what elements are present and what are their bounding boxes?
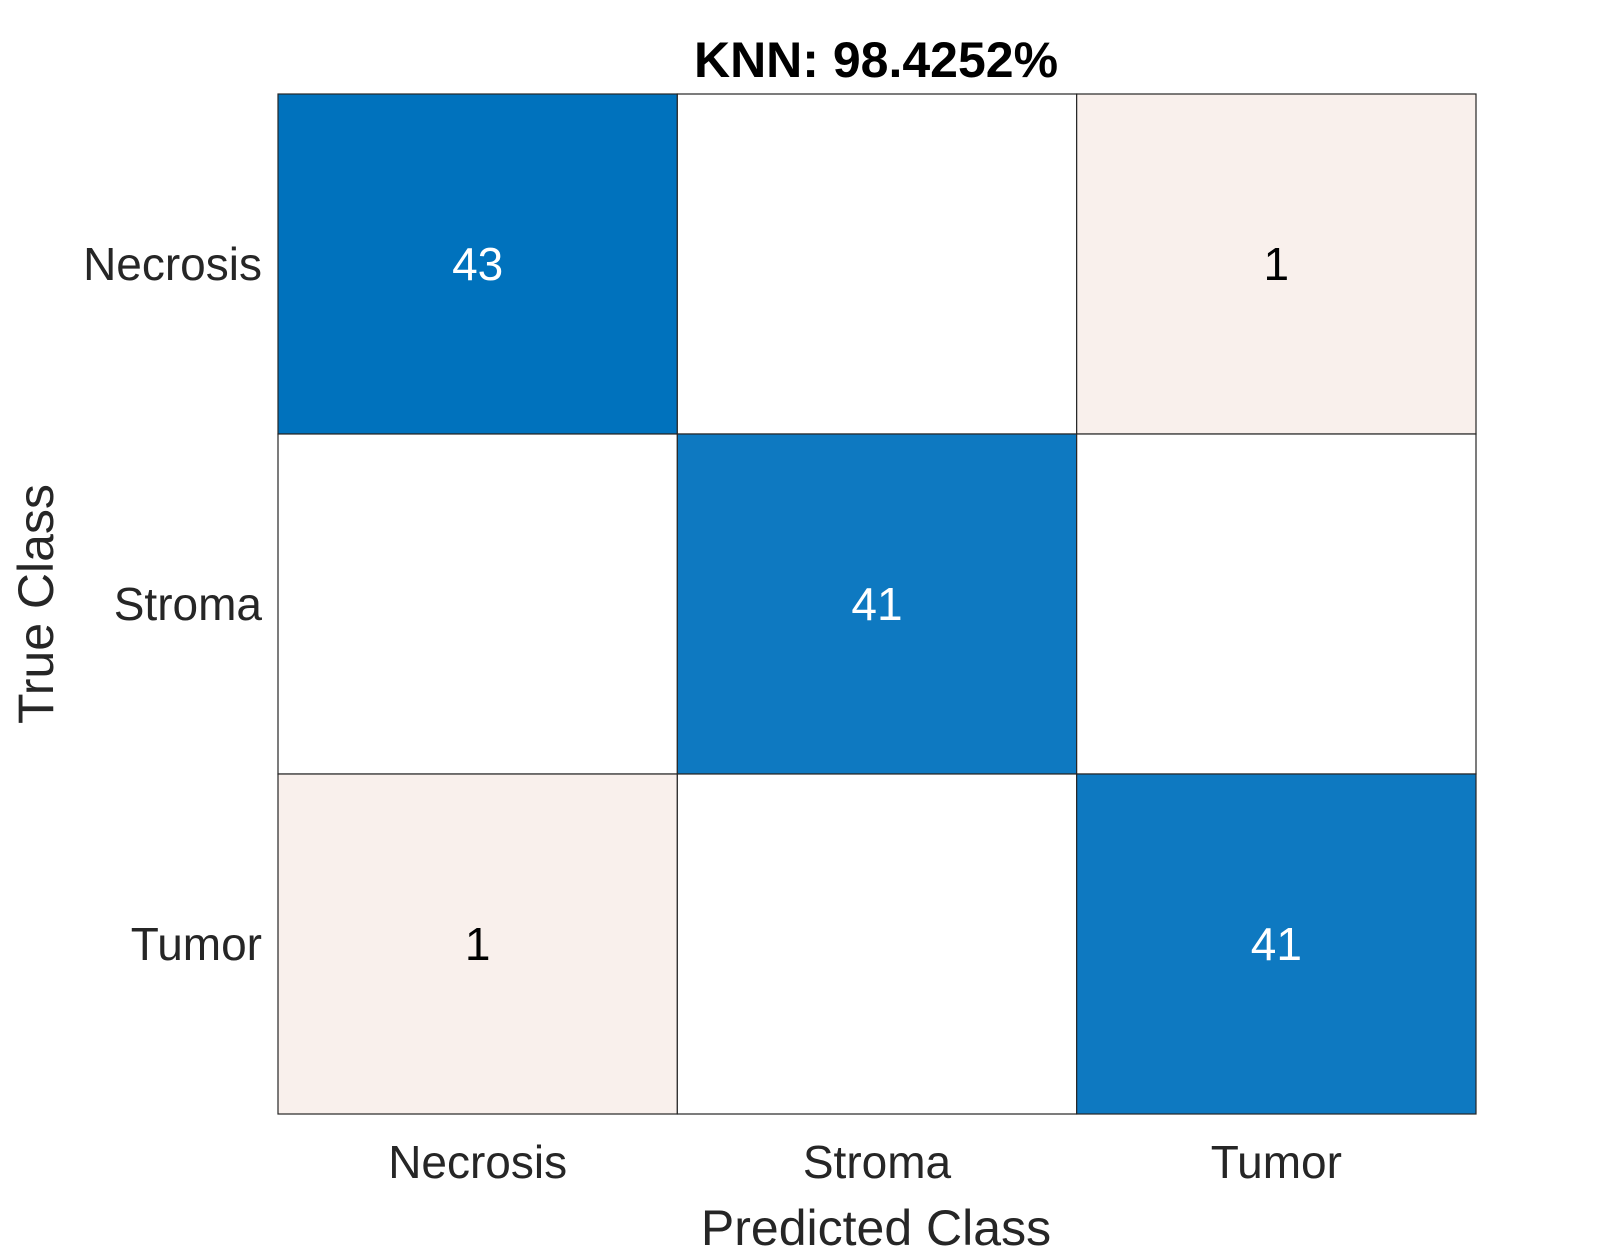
chart-title: KNN: 98.4252% xyxy=(694,32,1058,88)
x-tick-label-tumor: Tumor xyxy=(1211,1136,1342,1188)
matrix-cell-stroma-stroma xyxy=(676,433,1078,775)
matrix-cell-necrosis-stroma xyxy=(676,93,1078,435)
y-tick-label-necrosis: Necrosis xyxy=(83,238,262,290)
matrix-cells xyxy=(277,93,1477,1115)
cell-value-necrosis-tumor: 1 xyxy=(1264,238,1290,290)
y-axis-tick-labels: Necrosis Stroma Tumor xyxy=(83,238,262,970)
cell-value-tumor-tumor: 41 xyxy=(1251,918,1302,970)
cell-value-tumor-necrosis: 1 xyxy=(465,918,491,970)
matrix-cell-tumor-tumor xyxy=(1076,773,1477,1115)
x-axis-label: Predicted Class xyxy=(701,1200,1051,1252)
x-tick-label-stroma: Stroma xyxy=(803,1136,952,1188)
matrix-cell-tumor-necrosis xyxy=(277,773,678,1115)
y-tick-label-stroma: Stroma xyxy=(114,578,263,630)
matrix-cell-values: 43 1 41 1 41 xyxy=(452,238,1302,970)
matrix-cell-tumor-stroma xyxy=(676,773,1078,1115)
cell-value-necrosis-necrosis: 43 xyxy=(452,238,503,290)
matrix-cell-necrosis-necrosis xyxy=(277,93,678,435)
matrix-cell-stroma-tumor xyxy=(1076,433,1477,775)
x-tick-label-necrosis: Necrosis xyxy=(388,1136,567,1188)
y-axis-label: True Class xyxy=(8,484,64,724)
y-tick-label-tumor: Tumor xyxy=(131,918,262,970)
matrix-cell-stroma-necrosis xyxy=(277,433,678,775)
cell-value-stroma-stroma: 41 xyxy=(851,578,902,630)
x-axis-tick-labels: Necrosis Stroma Tumor xyxy=(388,1136,1342,1188)
matrix-cell-necrosis-tumor xyxy=(1076,93,1477,435)
